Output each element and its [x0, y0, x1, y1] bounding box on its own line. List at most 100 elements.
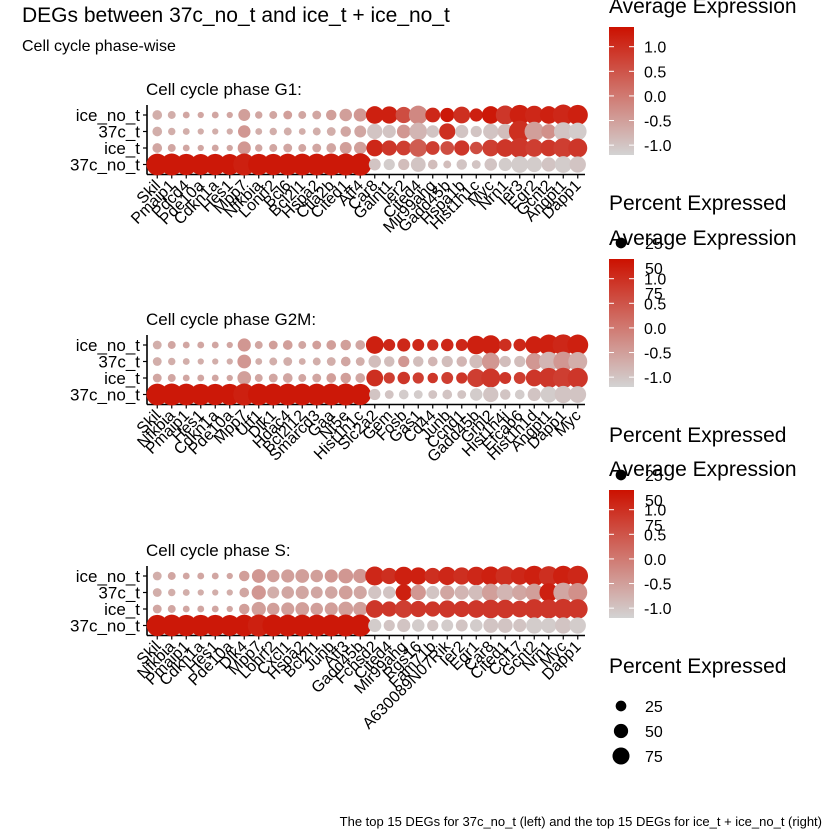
- expression-dot: [312, 373, 322, 383]
- expression-dot: [409, 122, 428, 141]
- expression-dot: [469, 388, 483, 401]
- expression-dot: [454, 140, 470, 156]
- expression-dot: [197, 128, 204, 135]
- expression-dot: [281, 602, 295, 616]
- size-legend-label: 25: [645, 236, 663, 253]
- expression-dot: [182, 572, 190, 580]
- expression-dot: [366, 369, 384, 387]
- size-legend-label: 25: [645, 699, 663, 716]
- color-legend-label: -1.0: [644, 138, 672, 155]
- expression-dot: [552, 334, 574, 356]
- size-legend-dot: [612, 747, 630, 765]
- panel-title: Cell cycle phase S:: [146, 541, 291, 560]
- y-tick-label: 37c_t: [98, 123, 140, 142]
- expression-dot: [326, 357, 336, 366]
- expression-dot: [468, 584, 484, 601]
- expression-dot: [395, 106, 412, 124]
- expression-dot: [496, 583, 514, 602]
- expression-dot: [182, 111, 190, 119]
- expression-dot: [324, 569, 338, 583]
- expression-dot: [456, 356, 467, 367]
- expression-dot: [427, 619, 439, 632]
- expression-dot: [282, 373, 293, 383]
- expression-dot: [383, 372, 395, 384]
- expression-dot: [355, 373, 366, 383]
- expression-dot: [408, 105, 428, 125]
- expression-dot: [365, 336, 384, 354]
- expression-dot: [410, 157, 426, 172]
- expression-dot: [312, 110, 322, 120]
- size-legend-label: 75: [645, 749, 663, 766]
- expression-dot: [283, 143, 293, 153]
- expression-dot: [237, 125, 251, 138]
- expression-dot: [353, 585, 367, 600]
- size-legend-label: 75: [645, 518, 663, 535]
- expression-dot: [467, 600, 486, 618]
- expression-dot: [498, 338, 512, 352]
- expression-dot: [508, 120, 531, 143]
- expression-dot: [482, 139, 500, 157]
- y-tick-label: 37c_no_t: [70, 617, 140, 636]
- expression-dot: [368, 355, 382, 368]
- expression-dot: [441, 619, 454, 632]
- expression-dot: [340, 126, 351, 137]
- expression-dot: [168, 588, 176, 597]
- expression-dot: [167, 374, 176, 382]
- expression-dot: [440, 107, 455, 123]
- expression-dot: [500, 389, 511, 400]
- expression-dot: [541, 617, 557, 634]
- expression-dot: [340, 339, 351, 351]
- expression-dot: [553, 598, 574, 620]
- expression-dot: [425, 141, 440, 155]
- expression-dot: [525, 336, 544, 354]
- expression-dot: [269, 357, 278, 366]
- panel-title: Cell cycle phase G1:: [146, 80, 302, 99]
- expression-dot: [339, 108, 353, 122]
- expression-dot: [427, 372, 438, 384]
- expression-dot: [354, 125, 367, 138]
- expression-dot: [237, 354, 252, 369]
- expression-dot: [182, 144, 190, 152]
- y-tick-label: ice_no_t: [76, 106, 141, 125]
- expression-dot: [397, 338, 411, 352]
- expression-dot: [453, 106, 471, 124]
- expression-dot: [254, 374, 263, 382]
- expression-dot: [368, 618, 382, 633]
- color-legend-bar: [609, 490, 634, 618]
- expression-dot: [495, 599, 515, 619]
- expression-dot: [527, 387, 541, 402]
- expression-dot: [481, 566, 501, 586]
- expression-dot: [197, 341, 205, 349]
- expression-dot: [539, 599, 559, 619]
- expression-dot: [381, 601, 397, 617]
- expression-dot: [295, 585, 309, 600]
- expression-dot: [538, 367, 559, 389]
- expression-dot: [353, 601, 368, 617]
- expression-dot: [425, 107, 441, 123]
- figure-subtitle: Cell cycle phase-wise: [22, 38, 176, 55]
- expression-dot: [541, 157, 556, 172]
- expression-dot: [204, 614, 226, 637]
- expression-dot: [152, 357, 162, 366]
- color-legend-label: -1.0: [644, 601, 672, 618]
- expression-dot: [226, 605, 233, 613]
- expression-dot: [197, 358, 204, 365]
- expression-dot: [226, 589, 233, 596]
- expression-dot: [212, 358, 219, 365]
- expression-dot: [538, 566, 559, 586]
- expression-dot: [427, 356, 438, 367]
- expression-dot: [152, 143, 163, 153]
- expression-dot: [312, 340, 322, 350]
- y-tick-label: 37c_t: [98, 353, 140, 372]
- expression-dot: [365, 600, 384, 618]
- expression-dot: [469, 619, 483, 632]
- expression-dot: [197, 572, 205, 580]
- expression-dot: [326, 143, 337, 153]
- expression-dot: [481, 335, 501, 355]
- expression-dot: [212, 589, 219, 596]
- expression-dot: [394, 600, 413, 618]
- expression-dot: [426, 585, 440, 600]
- expression-dot: [552, 367, 574, 389]
- expression-dot: [211, 572, 219, 580]
